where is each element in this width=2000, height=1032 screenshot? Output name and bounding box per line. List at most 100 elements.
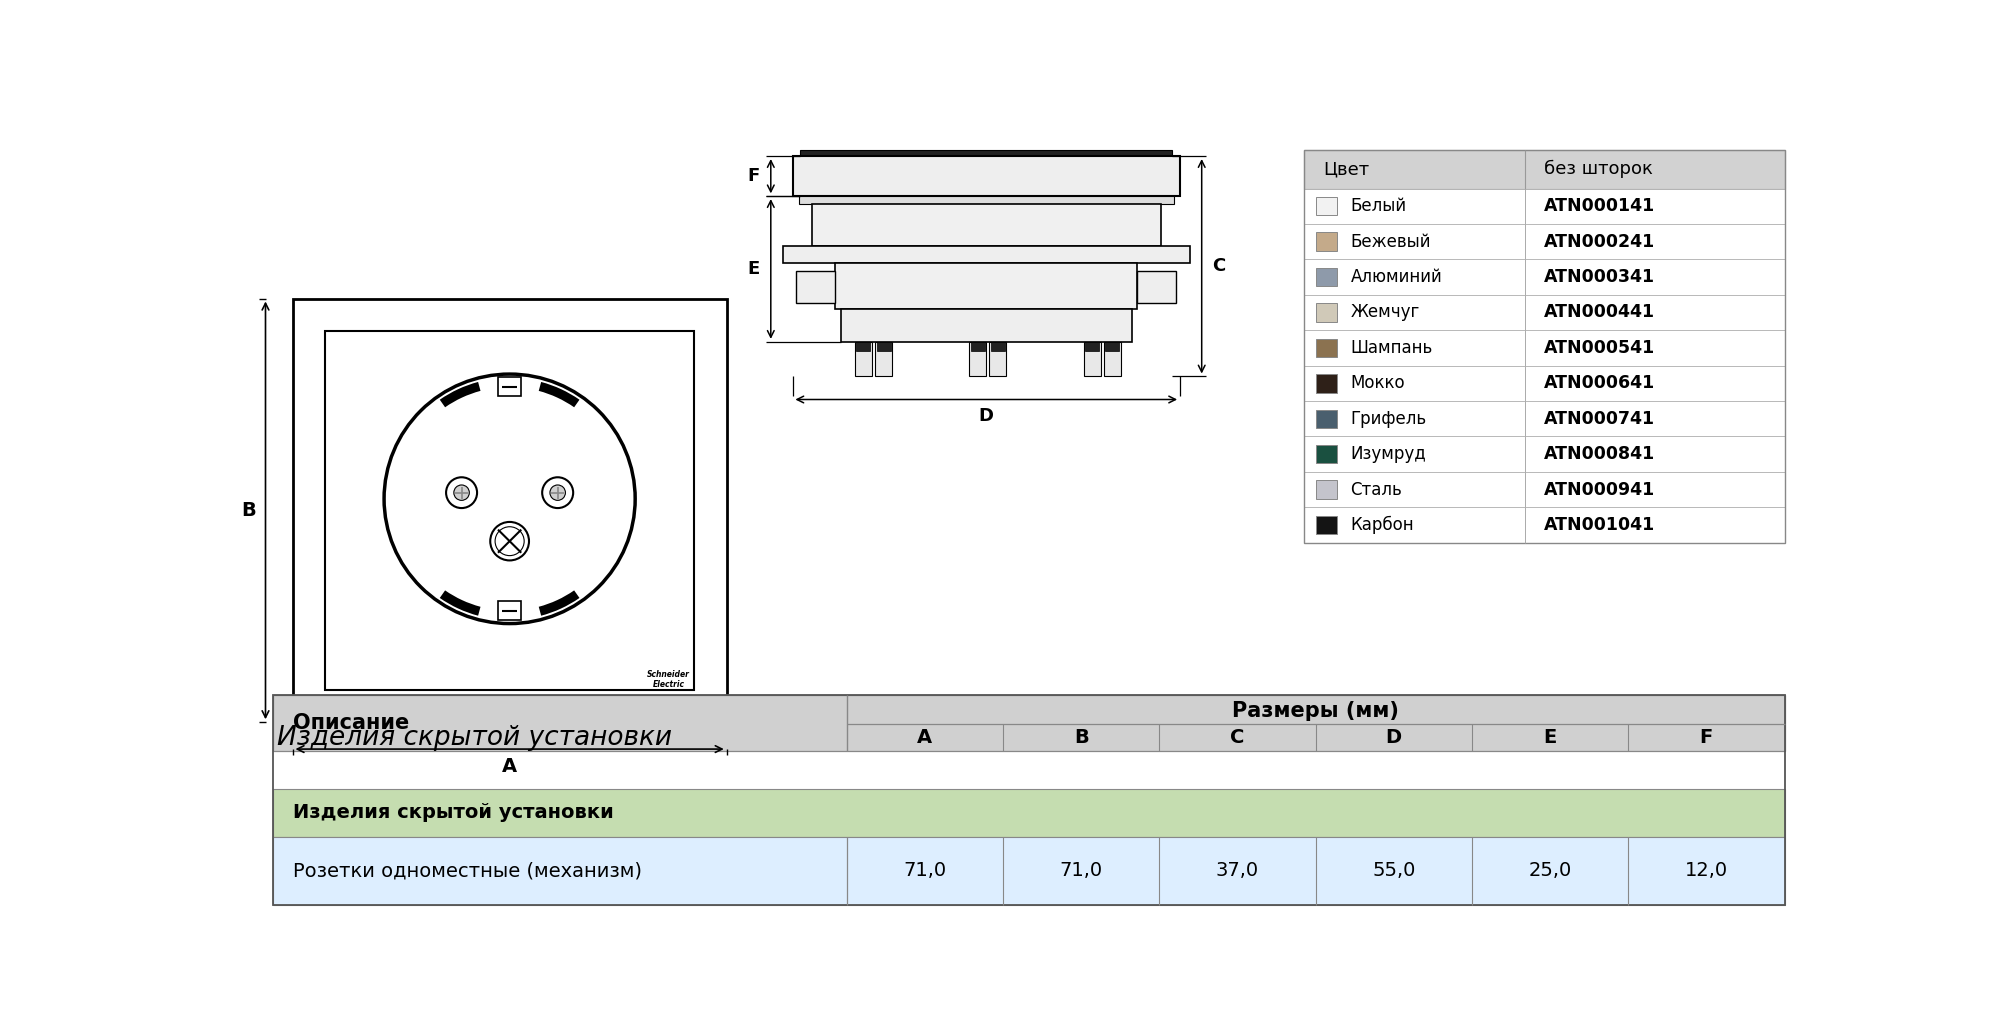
Text: Изделия скрытой установки: Изделия скрытой установки (292, 804, 614, 823)
Wedge shape (440, 382, 480, 408)
Bar (1304, 189, 1784, 224)
Bar (1316, 480, 1338, 498)
Bar (856, 342, 870, 351)
Text: Грифель: Грифель (1350, 410, 1426, 427)
Bar (876, 342, 892, 377)
Bar (1304, 295, 1784, 330)
Bar (292, 298, 726, 722)
Text: 71,0: 71,0 (1060, 862, 1102, 880)
Text: Мокко: Мокко (1350, 375, 1406, 392)
Text: Белый: Белый (1350, 197, 1406, 216)
Bar (1316, 375, 1338, 392)
Text: ATN000741: ATN000741 (1544, 410, 1656, 427)
Text: 55,0: 55,0 (1372, 862, 1416, 880)
Text: ATN000641: ATN000641 (1544, 375, 1656, 392)
Text: F: F (748, 167, 760, 185)
Text: Шампань: Шампань (1350, 338, 1432, 357)
Text: ATN000241: ATN000241 (1544, 232, 1656, 251)
Text: ATN000841: ATN000841 (1544, 445, 1656, 463)
Bar (1316, 445, 1338, 463)
Bar (1316, 410, 1338, 428)
Text: ATN000541: ATN000541 (1544, 338, 1656, 357)
Bar (498, 602, 522, 620)
Wedge shape (538, 382, 580, 408)
Bar (274, 696, 1784, 905)
Circle shape (490, 522, 528, 560)
Text: B: B (242, 501, 256, 520)
Bar (854, 342, 872, 377)
Text: E: E (1544, 728, 1556, 747)
Bar (782, 247, 1190, 263)
Wedge shape (440, 590, 480, 616)
Text: ATN000441: ATN000441 (1544, 303, 1656, 322)
Bar (1138, 271, 1176, 303)
Bar (990, 342, 1006, 377)
Bar (1304, 472, 1784, 508)
Text: ATN001041: ATN001041 (1544, 516, 1656, 534)
Bar (840, 310, 1132, 342)
Text: Размеры (мм): Размеры (мм) (1232, 701, 1400, 720)
Circle shape (446, 477, 478, 508)
Bar (1304, 259, 1784, 295)
Text: Изумруд: Изумруд (1350, 445, 1426, 463)
Bar (1304, 150, 1784, 543)
Bar (1304, 401, 1784, 437)
Text: C: C (1212, 257, 1226, 276)
Text: E: E (748, 260, 760, 278)
Bar (1304, 330, 1784, 365)
Bar (1304, 508, 1784, 543)
Bar (326, 331, 694, 689)
Bar (970, 342, 986, 377)
Wedge shape (538, 590, 580, 616)
Bar (498, 377, 522, 396)
Text: Описание: Описание (292, 713, 408, 733)
Bar (1316, 516, 1338, 535)
Bar (1104, 342, 1120, 377)
Bar (274, 696, 1784, 750)
Text: Карбон: Карбон (1350, 516, 1414, 535)
Text: Сталь: Сталь (1350, 481, 1402, 498)
Text: D: D (1386, 728, 1402, 747)
Bar (1304, 224, 1784, 259)
Bar (1304, 365, 1784, 401)
Text: Schneider
Electric: Schneider Electric (648, 670, 690, 689)
Text: ATN000341: ATN000341 (1544, 268, 1656, 286)
Text: D: D (978, 408, 994, 425)
Text: Бежевый: Бежевый (1350, 232, 1432, 251)
Bar (970, 342, 984, 351)
Bar (274, 789, 1784, 837)
Bar (792, 156, 1180, 196)
Text: Алюминий: Алюминий (1350, 268, 1442, 286)
Text: A: A (918, 728, 932, 747)
Circle shape (550, 485, 566, 501)
Text: ATN000941: ATN000941 (1544, 481, 1656, 498)
Text: Жемчуг: Жемчуг (1350, 303, 1420, 322)
Bar (1106, 342, 1120, 351)
Bar (1084, 342, 1100, 377)
Bar (1304, 150, 1784, 189)
Bar (812, 204, 1160, 247)
Text: 12,0: 12,0 (1684, 862, 1728, 880)
Circle shape (542, 477, 574, 508)
Circle shape (454, 485, 470, 501)
Text: 37,0: 37,0 (1216, 862, 1260, 880)
Text: Изделия скрытой установки: Изделия скрытой установки (278, 724, 672, 750)
Bar (1316, 197, 1338, 216)
Bar (1316, 232, 1338, 251)
Text: F: F (1700, 728, 1712, 747)
Text: 71,0: 71,0 (904, 862, 946, 880)
Bar (1086, 342, 1100, 351)
Bar (876, 342, 890, 351)
Text: без шторок: без шторок (1544, 160, 1654, 179)
Text: A: A (502, 756, 518, 775)
Text: Цвет: Цвет (1324, 160, 1370, 179)
Bar (836, 263, 1138, 310)
Text: ATN000141: ATN000141 (1544, 197, 1656, 216)
Bar (1316, 303, 1338, 322)
Text: C: C (1230, 728, 1244, 747)
Text: B: B (1074, 728, 1088, 747)
Bar (800, 150, 1172, 156)
Bar (1304, 437, 1784, 472)
Bar (796, 271, 836, 303)
Text: Розетки одноместные (механизм): Розетки одноместные (механизм) (292, 862, 642, 880)
